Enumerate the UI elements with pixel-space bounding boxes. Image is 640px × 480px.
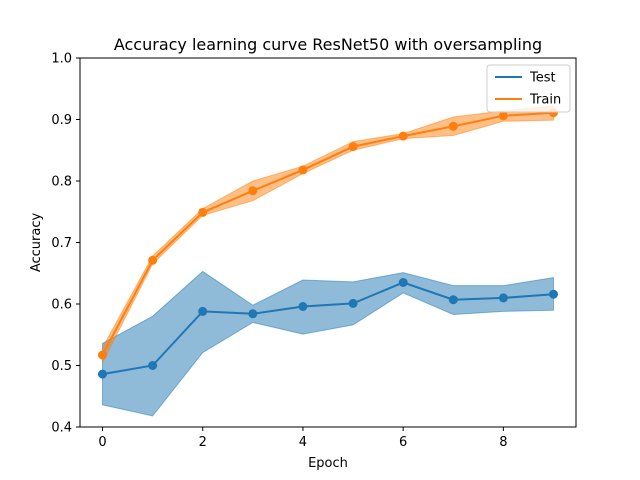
test-confidence-band: [102, 270, 554, 417]
train-point: [498, 111, 508, 121]
y-tick-label: 1.0: [51, 52, 72, 67]
test-point: [298, 302, 308, 311]
x-tick-label: 6: [399, 435, 407, 450]
train-point: [198, 207, 208, 217]
test-point: [498, 293, 508, 303]
train-point: [248, 186, 258, 196]
train-point: [448, 121, 458, 131]
y-tick-label: 0.8: [51, 175, 72, 190]
test-point: [448, 295, 458, 305]
test-point: [348, 298, 358, 308]
x-tick-label: 2: [199, 435, 207, 450]
train-series-line: [101, 111, 554, 356]
y-tick-label: 0.6: [51, 298, 72, 313]
y-axis-title: Accuracy: [29, 213, 44, 273]
test-point: [198, 306, 208, 316]
test-point: [549, 289, 558, 299]
legend: Test Train: [486, 64, 571, 113]
chart-title: Accuracy learning curve ResNet50 with ov…: [114, 35, 542, 54]
test-point: [248, 309, 258, 319]
test-point: [398, 278, 408, 287]
y-tick-label: 0.7: [51, 236, 72, 251]
x-axis-title: Epoch: [308, 456, 348, 471]
test-point: [98, 369, 107, 379]
legend-label-train: Train: [529, 93, 561, 108]
x-tick-label: 0: [98, 435, 106, 450]
train-point: [398, 131, 408, 141]
y-tick-label: 0.9: [51, 113, 72, 128]
x-tick-label: 4: [299, 435, 307, 450]
train-point: [348, 142, 358, 152]
test-point: [148, 361, 158, 370]
legend-label-test: Test: [529, 71, 556, 86]
series-lines: [101, 111, 554, 376]
y-tick-label: 0.4: [51, 421, 72, 436]
train-point: [298, 165, 308, 175]
x-tick-label: 8: [499, 435, 507, 450]
train-point: [148, 255, 158, 265]
train-point: [98, 350, 107, 360]
axes: 0 2 4 6 8 0.4 0.5 0.6 0.7 0.8 0.9 1.0: [51, 52, 577, 450]
series-points: [98, 108, 558, 379]
y-tick-label: 0.5: [51, 359, 72, 374]
test-series-line: [102, 281, 554, 376]
